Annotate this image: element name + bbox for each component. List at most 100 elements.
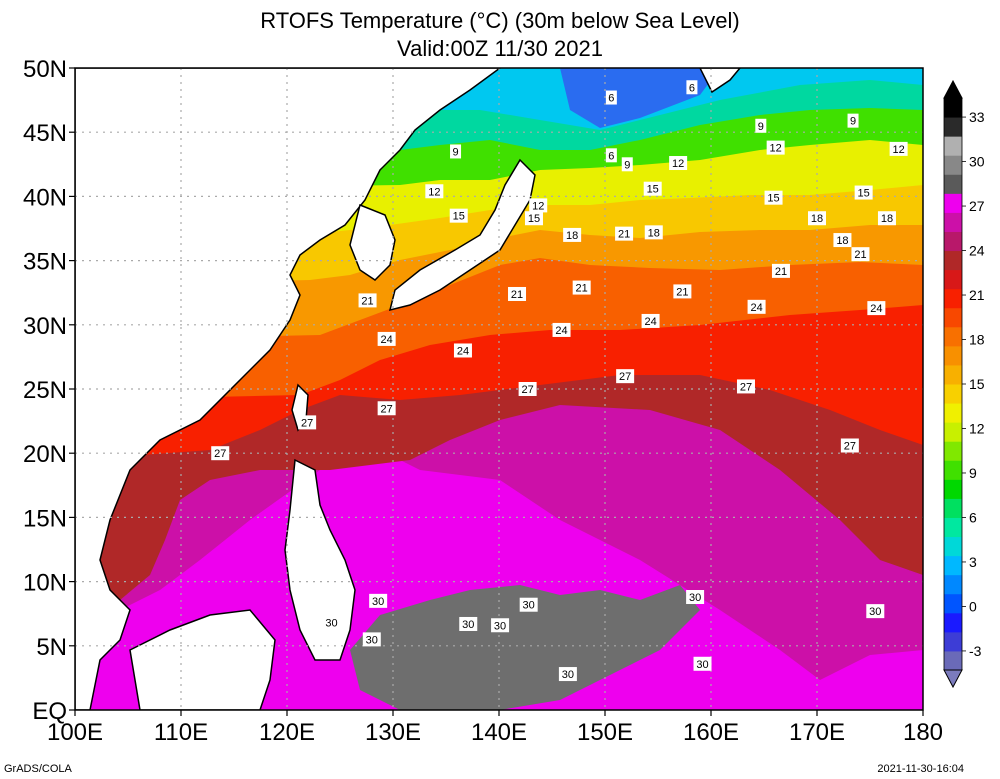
colorbar-swatch [944, 555, 962, 576]
colorbar-label: 15 [969, 376, 985, 392]
colorbar-swatch [944, 403, 962, 423]
contour-label-text: 24 [870, 303, 882, 315]
contour-label: 21 [771, 263, 790, 278]
contour-label-box [644, 225, 663, 240]
contour-label: 15 [643, 181, 662, 196]
colorbar-swatch [944, 98, 962, 118]
colorbar-swatch [944, 593, 962, 614]
contour-label-text: 18 [811, 213, 823, 225]
contour-label-text: 30 [689, 592, 701, 604]
contour-label-text: 12 [672, 158, 684, 170]
x-tick-label: 170E [789, 719, 845, 746]
y-tick-label: 30N [23, 313, 67, 340]
contour-label-text: 27 [844, 440, 856, 452]
colorbar-swatch [944, 631, 962, 652]
contour-label-box [453, 343, 472, 358]
contour-label: 27 [840, 438, 859, 453]
contour-label: 24 [641, 313, 660, 328]
contour-label: 27 [518, 382, 537, 396]
contour-label-text: 12 [428, 186, 440, 198]
contour-label: 15 [449, 208, 468, 223]
contour-label: 24 [867, 301, 886, 316]
y-tick-label: 35N [23, 249, 67, 276]
land-east-asia [75, 68, 502, 710]
contour-label-box [450, 144, 462, 159]
contour-label-box [362, 632, 381, 647]
contour-label-text: 18 [881, 213, 893, 225]
colorbar-swatch [944, 364, 962, 385]
contour-label: 30 [369, 593, 388, 608]
contour-label: 18 [877, 211, 896, 226]
colorbar-label: 18 [969, 332, 985, 348]
colorbar-swatch [944, 269, 962, 290]
contour-label-box [854, 185, 873, 200]
contour-label: 24 [453, 343, 472, 358]
contour-label: 27 [736, 379, 755, 394]
contour-label-box [425, 184, 444, 199]
colorbar-swatch [944, 612, 962, 633]
y-axis: EQ 5N 10N 15N 20N 25N 30N 35N 40N 45N 50N [23, 56, 75, 725]
map-title: RTOFS Temperature (°C) (30m below Sea Le… [260, 8, 740, 33]
contour-label: 9 [847, 113, 859, 128]
x-tick-label: 130E [365, 719, 421, 746]
contour-label: 21 [358, 293, 377, 308]
contour-label-text: 27 [521, 384, 533, 396]
contour-label: 18 [833, 233, 852, 248]
grid-lines [75, 68, 923, 710]
contour-label-text: 30 [696, 659, 708, 671]
contour-label: 30 [362, 632, 381, 647]
contour-label: 30 [558, 667, 577, 682]
contour-label-text: 21 [511, 289, 523, 301]
contour-label-text: 18 [566, 230, 578, 242]
x-tick-label: 140E [471, 719, 527, 746]
contour-label: 18 [644, 225, 663, 240]
contour-label-text: 21 [576, 283, 588, 295]
colorbar-label: 27 [969, 198, 985, 214]
x-axis: 100E 110E 120E 130E 140E 150E 160E 170E 180 [47, 710, 943, 746]
contour-label-box [877, 211, 896, 226]
contour-label: 18 [808, 211, 826, 226]
colorbar-swatch [944, 136, 962, 156]
contour-label: 24 [747, 299, 766, 314]
contour-label: 21 [508, 286, 527, 301]
ocean-band-gray-30 [350, 585, 700, 710]
contour-label: 6 [605, 148, 617, 163]
contour-label-text: 30 [325, 618, 337, 630]
contour-label-box [808, 211, 826, 226]
colorbar-swatch [944, 479, 962, 499]
y-tick-label: EQ [32, 698, 67, 725]
colorbar-swatch [944, 574, 962, 595]
contour-label: 30 [866, 604, 885, 619]
contour-label-text: 12 [770, 143, 782, 155]
colorbar-min-arrow [943, 669, 963, 689]
contour-label: 27 [616, 369, 635, 384]
colorbar-swatch [944, 422, 962, 442]
colorbar-swatch [944, 307, 962, 328]
colorbar-swatch [944, 345, 962, 366]
colorbar-swatch [944, 498, 962, 518]
contour-label-box [736, 379, 755, 394]
ocean-band-0 [560, 68, 720, 128]
contour-label-text: 18 [836, 235, 848, 247]
colorbar-label: 21 [969, 287, 985, 303]
colorbar-swatch [944, 250, 962, 271]
contour-label: 15 [854, 185, 873, 200]
colorbar-swatch [944, 536, 962, 557]
contour-label: 6 [686, 80, 698, 95]
colorbar-label: -3 [969, 643, 982, 659]
land-korea [349, 203, 396, 281]
contour-label-text: 27 [214, 448, 226, 460]
contour-label-text: 27 [301, 417, 313, 429]
contour-label-box [755, 118, 767, 133]
contour-label-box [686, 80, 698, 95]
land-kamchatka [699, 68, 741, 94]
colorbar-swatch [944, 212, 962, 232]
colorbar-label: 33 [969, 109, 985, 125]
y-tick-label: 40N [23, 184, 67, 211]
contour-label-text: 27 [381, 403, 393, 415]
contour-label: 12 [529, 198, 548, 213]
y-tick-label: 25N [23, 377, 67, 404]
colorbar-label: 9 [969, 465, 977, 481]
x-tick-label: 100E [47, 719, 103, 746]
